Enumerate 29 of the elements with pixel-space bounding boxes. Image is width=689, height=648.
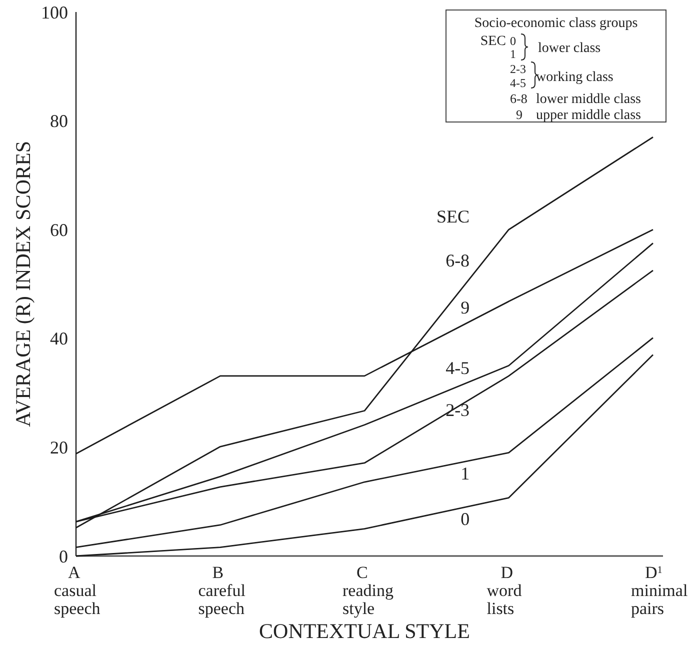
series-label: 0 bbox=[460, 508, 470, 529]
x-tick-label: B careful speech bbox=[198, 563, 246, 618]
x-tick-label: C reading style bbox=[342, 563, 394, 618]
annotation: 1 bbox=[460, 463, 470, 484]
annotation: lower class bbox=[538, 41, 601, 56]
series-label: 9 bbox=[460, 298, 470, 318]
series-label: 4-5 bbox=[446, 358, 470, 378]
y-tick-label: 60 bbox=[50, 220, 68, 240]
annotation: SEC bbox=[480, 34, 506, 49]
annotation: 4-5 bbox=[510, 76, 526, 90]
x-tick-label: D word lists bbox=[486, 563, 522, 618]
annotation: working class bbox=[536, 70, 614, 85]
legend-label: 1 bbox=[510, 47, 516, 61]
y-tick-label: 20 bbox=[50, 438, 68, 458]
annotation: 9 bbox=[516, 107, 522, 122]
annotation: 2-3 bbox=[510, 62, 526, 76]
series-label: 6-8 bbox=[446, 250, 470, 270]
annotation: 0 bbox=[510, 34, 516, 48]
y-tick-label: 80 bbox=[50, 111, 68, 132]
annotation: SEC bbox=[436, 206, 470, 226]
x-tick-label: D$^{1}$ minimal pairs bbox=[631, 563, 688, 618]
y-tick-label: 40 bbox=[50, 328, 68, 349]
annotation: upper middle class bbox=[536, 108, 641, 123]
annotation: 6-8 bbox=[510, 91, 528, 106]
y-tick-label: 100 bbox=[41, 2, 68, 22]
x-axis-title: CONTEXTUAL STYLE bbox=[259, 619, 470, 643]
annotation: lower middle class bbox=[536, 92, 641, 107]
annotation: Socio-economic class groups bbox=[474, 16, 638, 31]
y-axis-title: AVERAGE (R) INDEX SCORES bbox=[11, 140, 35, 428]
